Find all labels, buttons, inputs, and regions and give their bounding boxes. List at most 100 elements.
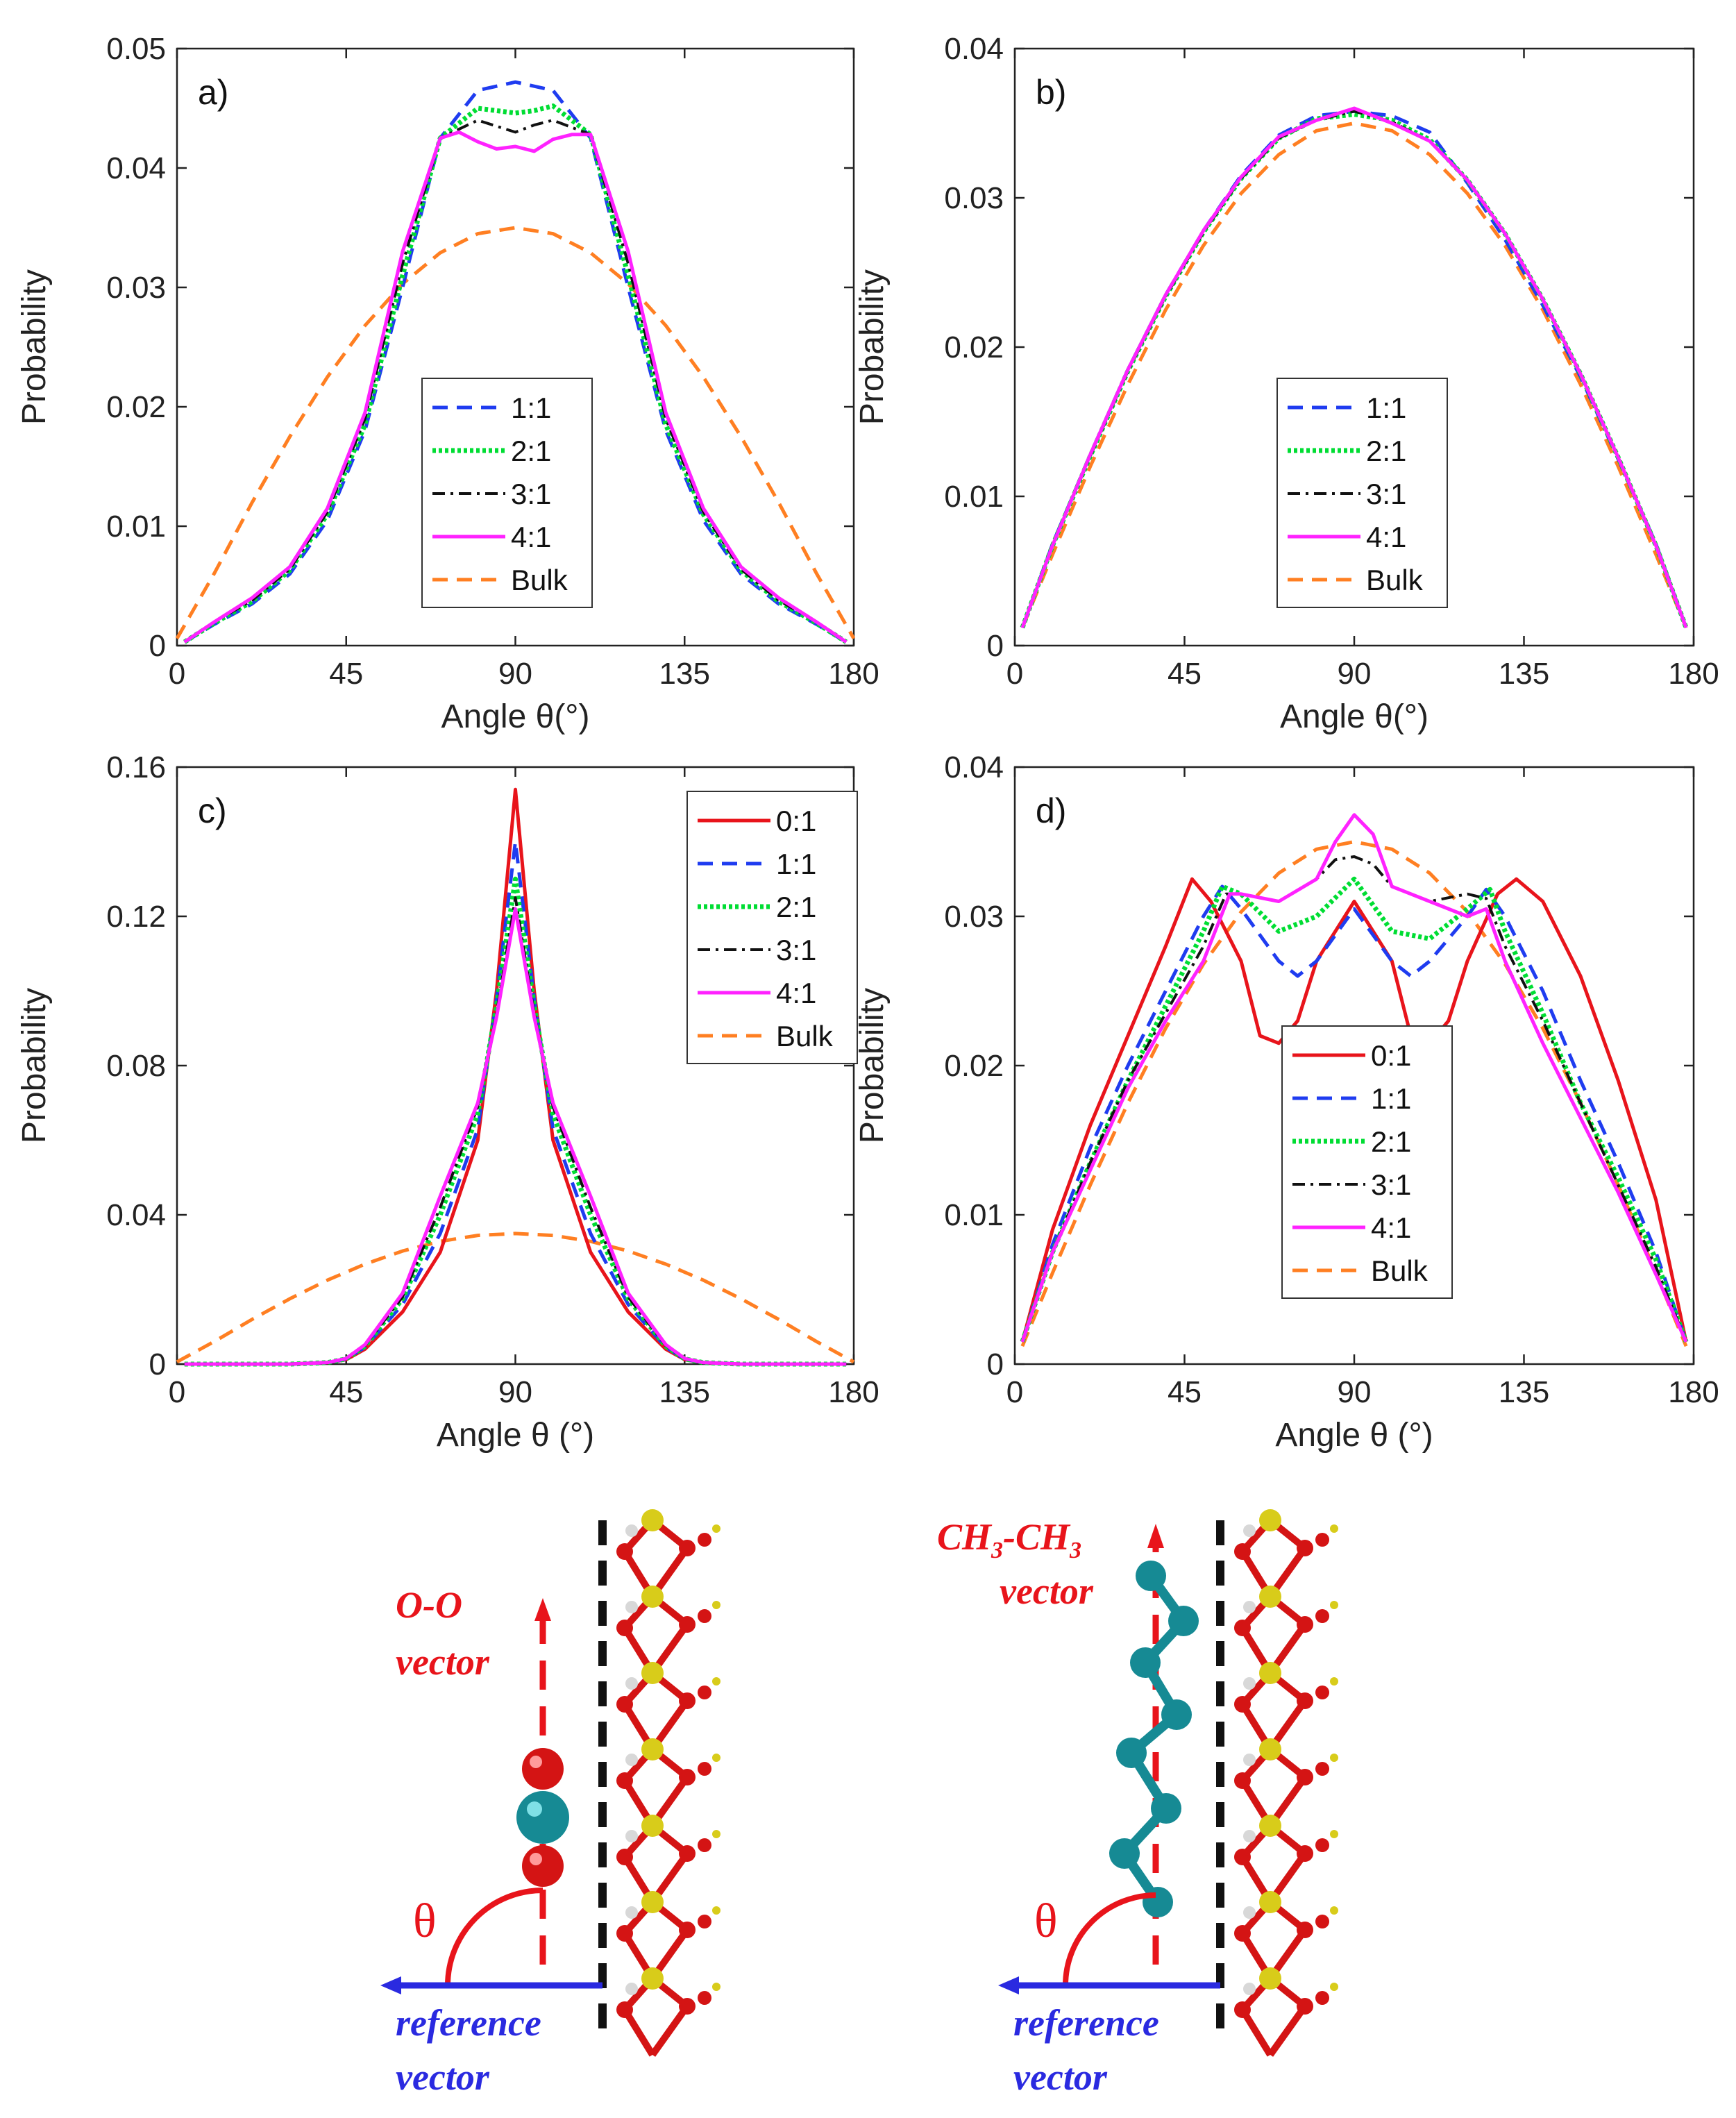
series-line-4-1 bbox=[1020, 813, 1688, 1343]
legend-label: 2:1 bbox=[511, 435, 551, 467]
oxygen-atom bbox=[1297, 1769, 1313, 1785]
x-tick-label: 90 bbox=[1338, 1375, 1372, 1409]
hydrogen-atom bbox=[1330, 1677, 1338, 1686]
hydrogen-atom bbox=[625, 1983, 638, 1995]
reference-vector-arrowhead bbox=[380, 1976, 401, 1994]
y-tick-label: 0.04 bbox=[944, 32, 1004, 66]
oxygen-atom bbox=[1297, 1998, 1313, 2015]
hydrogen-atom bbox=[712, 1524, 720, 1533]
hydrogen-atom bbox=[625, 1754, 638, 1766]
y-tick-label: 0.03 bbox=[944, 181, 1004, 215]
silicon-atom bbox=[1259, 1967, 1281, 1990]
atom-highlight bbox=[527, 1801, 542, 1817]
y-tick-label: 0.04 bbox=[106, 151, 166, 185]
o-o-vector-diagram: O-O vector θ reference vector bbox=[380, 1509, 720, 2098]
chart-panel-1: 0 45 90 135 180 0 0.01 0.02 0.03 0.04 0.05 Angle θ(… bbox=[16, 32, 879, 735]
silicon-atom bbox=[641, 1509, 664, 1531]
legend-label: 3:1 bbox=[511, 478, 551, 510]
silicon-atom bbox=[1259, 1509, 1281, 1531]
oxygen-atom bbox=[616, 1925, 633, 1942]
oxygen-atom bbox=[616, 1849, 633, 1865]
y-tick-label: 0.03 bbox=[944, 900, 1004, 934]
panel-label: b) bbox=[1036, 73, 1066, 112]
hydrogen-atom bbox=[712, 1906, 720, 1915]
y-tick-label: 0.02 bbox=[944, 330, 1004, 364]
x-tick-label: 180 bbox=[1668, 657, 1719, 691]
hydrogen-atom bbox=[625, 1906, 638, 1919]
silicon-atom bbox=[1259, 1662, 1281, 1684]
si-o-bond bbox=[649, 2004, 691, 2057]
oxygen-atom bbox=[1297, 1616, 1313, 1633]
oxygen-atom bbox=[679, 1845, 696, 1862]
legend-box bbox=[421, 378, 593, 608]
y-tick-label: 0.04 bbox=[944, 750, 1004, 784]
theta-arc bbox=[1063, 1892, 1156, 1986]
legend-label: 3:1 bbox=[1371, 1168, 1411, 1201]
oxygen-atom bbox=[1234, 1543, 1251, 1560]
carbon-atom bbox=[1136, 1561, 1166, 1591]
y-tick-label: 0.03 bbox=[106, 271, 166, 305]
silicon-atom bbox=[641, 1738, 664, 1760]
oxygen-atom bbox=[616, 1620, 633, 1636]
panel-label: c) bbox=[198, 791, 227, 830]
legend-label: Bulk bbox=[776, 1020, 834, 1052]
oxygen-atom bbox=[679, 1692, 696, 1709]
chart-panels: 0 45 90 135 180 0 0.01 0.02 0.03 0.04 0.05 Angle θ(… bbox=[16, 32, 1719, 1454]
carbon-atom bbox=[516, 1791, 569, 1844]
oxygen-atom bbox=[1234, 2001, 1251, 2018]
legend-label: 2:1 bbox=[1366, 435, 1406, 467]
legend-label: 1:1 bbox=[1371, 1082, 1411, 1115]
y-tick-label: 0.08 bbox=[106, 1049, 166, 1083]
si-o-bond bbox=[1239, 2008, 1274, 2057]
x-tick-label: 45 bbox=[329, 1375, 363, 1409]
x-tick-label: 0 bbox=[169, 657, 185, 691]
oxygen-atom bbox=[1297, 1845, 1313, 1862]
legend-label: 2:1 bbox=[776, 891, 816, 923]
oxygen-atom bbox=[698, 1838, 711, 1852]
oxygen-atom bbox=[698, 1762, 711, 1776]
hydrogen-atom bbox=[1330, 1754, 1338, 1762]
x-tick-label: 90 bbox=[498, 1375, 532, 1409]
legend-label: 3:1 bbox=[1366, 478, 1406, 510]
oxygen-atom bbox=[698, 1991, 711, 2005]
oxygen-atom bbox=[1234, 1620, 1251, 1636]
theta-label: θ bbox=[413, 1894, 437, 1948]
oxygen-atom bbox=[1297, 1540, 1313, 1556]
legend-box bbox=[1276, 378, 1448, 608]
si-o-bond bbox=[1267, 2004, 1308, 2057]
y-tick-label: 0.05 bbox=[106, 32, 166, 66]
y-axis-label: Probability bbox=[854, 988, 891, 1143]
hydrogen-atom bbox=[712, 1677, 720, 1686]
y-tick-label: 0.01 bbox=[106, 510, 166, 544]
x-axis-label: Angle θ (°) bbox=[1275, 1417, 1433, 1454]
carbon-atom bbox=[1143, 1887, 1173, 1917]
silicon-atom bbox=[641, 1891, 664, 1913]
legend-label: 4:1 bbox=[511, 521, 551, 553]
x-tick-label: 135 bbox=[1499, 1375, 1549, 1409]
atom-highlight bbox=[530, 1853, 542, 1865]
silicon-atom bbox=[641, 1586, 664, 1608]
oxygen-atom bbox=[1315, 1533, 1329, 1547]
y-tick-label: 0 bbox=[149, 1347, 166, 1381]
reference-label: reference bbox=[396, 2002, 541, 2044]
x-tick-label: 0 bbox=[1006, 1375, 1023, 1409]
y-axis-label: Probability bbox=[16, 988, 53, 1143]
ch3-ch3-vector-arrowhead bbox=[1147, 1524, 1164, 1548]
legend-label: 4:1 bbox=[1366, 521, 1406, 553]
oxygen-atom bbox=[698, 1533, 711, 1547]
legend-label: 4:1 bbox=[776, 977, 816, 1009]
x-axis-label: Angle θ(°) bbox=[1280, 698, 1429, 735]
series-line-2-1 bbox=[184, 876, 847, 1367]
oxygen-atom bbox=[679, 1922, 696, 1938]
oxygen-atom bbox=[1315, 1609, 1329, 1623]
hydrogen-atom bbox=[1330, 1601, 1338, 1609]
x-tick-label: 180 bbox=[828, 657, 879, 691]
y-tick-label: 0 bbox=[987, 629, 1004, 663]
series-line-1-1 bbox=[183, 80, 848, 644]
reference-label: reference bbox=[1013, 2002, 1159, 2044]
oxygen-atom bbox=[1315, 1762, 1329, 1776]
hydrogen-atom bbox=[712, 1601, 720, 1609]
hydrogen-atom bbox=[625, 1677, 638, 1690]
legend-label: Bulk bbox=[1366, 564, 1424, 596]
oxygen-atom bbox=[1315, 1915, 1329, 1928]
